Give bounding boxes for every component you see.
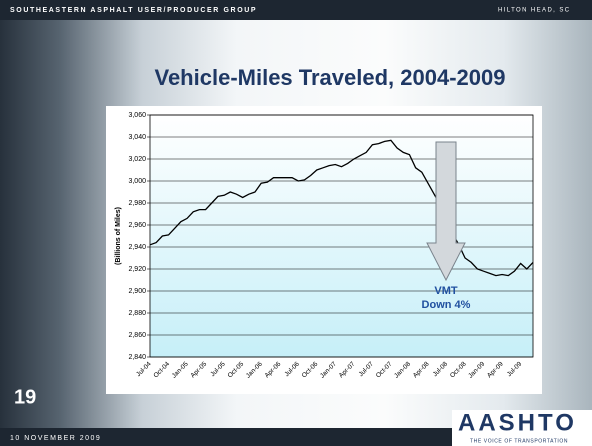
annotation: VMT xyxy=(434,285,458,297)
logo-tagline: THE VOICE OF TRANSPORTATION xyxy=(470,438,568,444)
data-line xyxy=(149,139,534,277)
y-tick-label: 3,000 xyxy=(128,178,146,185)
footer-band xyxy=(0,428,592,446)
y-axis-label: (Billions of Miles) xyxy=(115,207,122,265)
y-tick-label: 3,040 xyxy=(128,134,146,141)
y-tick-label: 3,060 xyxy=(128,112,146,119)
header-right: HILTON HEAD, SC xyxy=(498,8,570,14)
footer-date: 10 NOVEMBER 2009 xyxy=(10,435,101,442)
y-tick-label: 2,960 xyxy=(128,222,146,229)
y-tick-label: 2,920 xyxy=(128,266,146,273)
y-tick-label: 2,900 xyxy=(128,288,146,295)
slide-number: 19 xyxy=(14,386,36,408)
plot-area xyxy=(149,114,534,358)
y-tick-label: 3,020 xyxy=(128,156,146,163)
y-tick-label: 2,860 xyxy=(128,332,146,339)
header-band xyxy=(0,0,592,20)
header-left: SOUTHEASTERN ASPHALT USER/PRODUCER GROUP xyxy=(10,7,257,14)
arrow xyxy=(426,141,466,282)
logo-box xyxy=(452,410,592,446)
y-tick-label: 2,980 xyxy=(128,200,146,207)
y-tick-label: 2,880 xyxy=(128,310,146,317)
logo: AASHTO xyxy=(458,409,577,436)
chart-title: Vehicle-Miles Traveled, 2004-2009 xyxy=(154,65,505,90)
annotation: Down 4% xyxy=(422,299,471,311)
y-tick-label: 2,940 xyxy=(128,244,146,251)
y-tick-label: 2,840 xyxy=(128,354,146,361)
